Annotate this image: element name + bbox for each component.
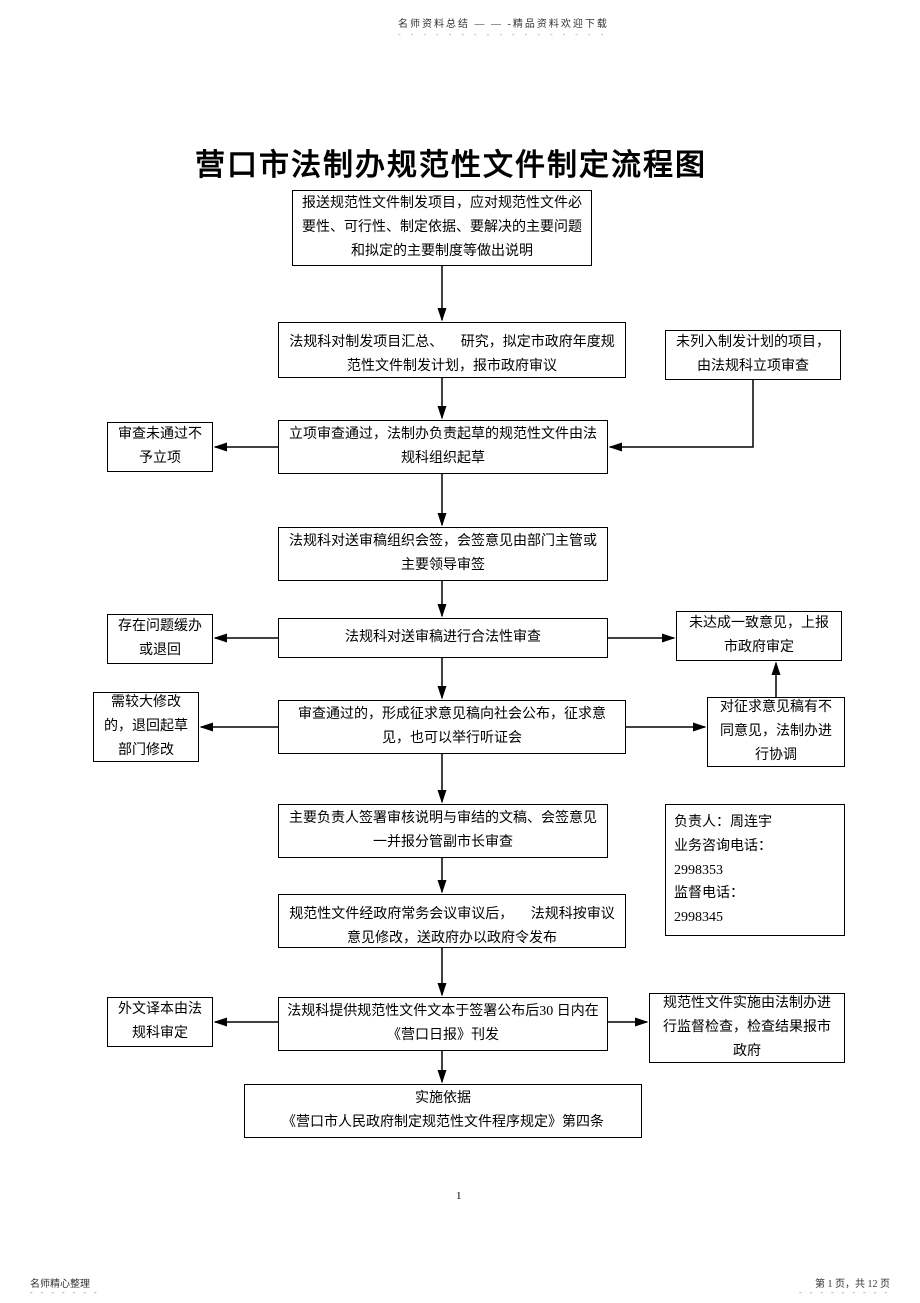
arrows-layer: [0, 0, 920, 1303]
